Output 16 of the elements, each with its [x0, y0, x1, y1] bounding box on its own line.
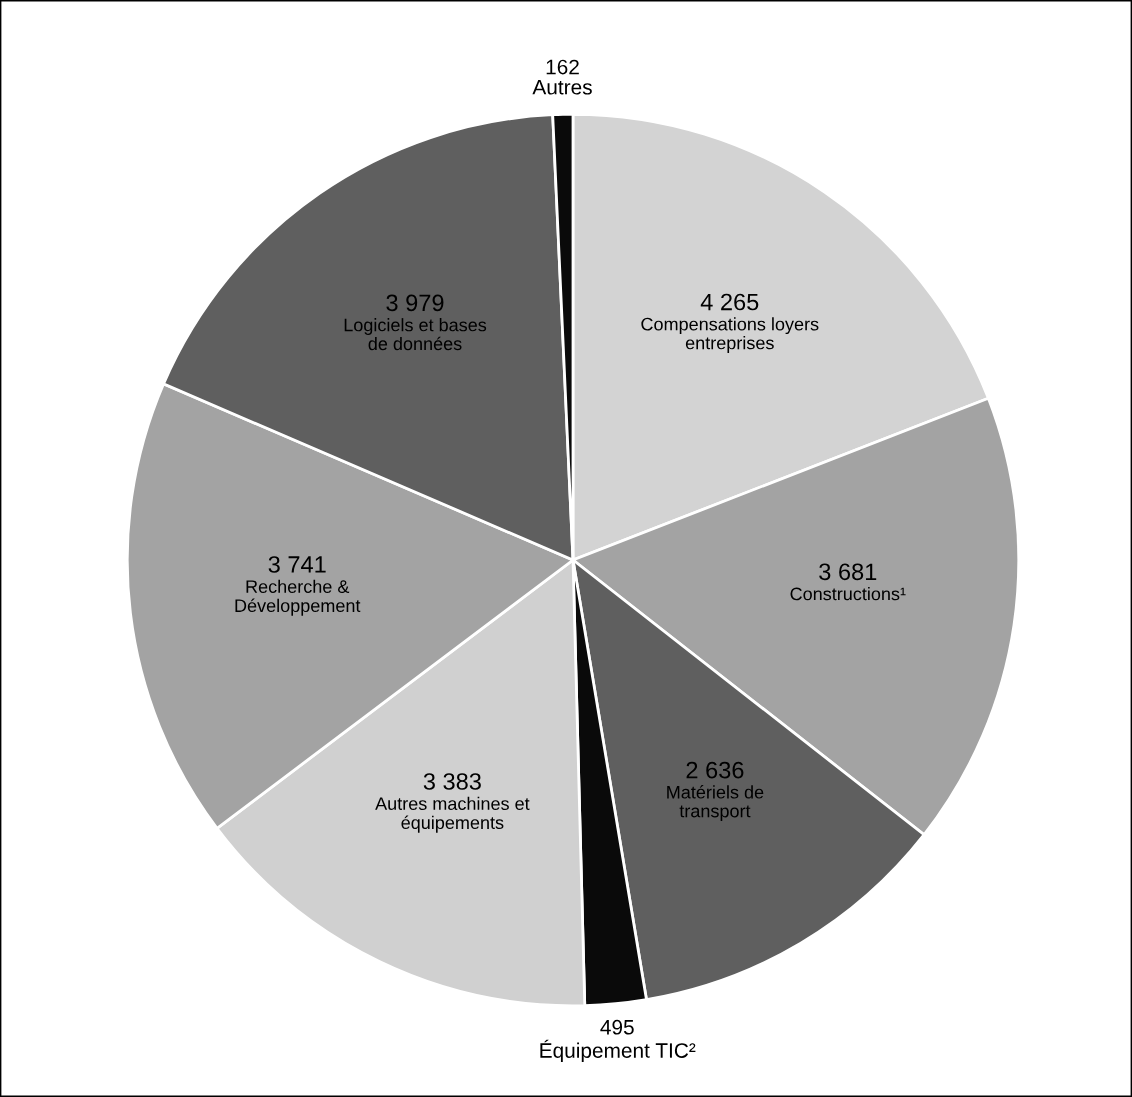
data-label: 162: [546, 59, 579, 75]
data-label: 495: [600, 1019, 634, 1035]
slice-label: Matériels de transport: [667, 785, 764, 821]
data-label: 3 383: [423, 773, 481, 790]
slice-label: Recherche & Développement: [235, 579, 361, 616]
slice-label: Constructions¹: [790, 587, 906, 601]
data-label: 4 265: [700, 293, 759, 311]
data-label: 3 681: [819, 563, 877, 581]
slice-label: Équipement TIC²: [540, 1039, 696, 1063]
slice-label: Autres machines et équipements: [375, 796, 530, 833]
slice-label: Logiciels et bases de données: [344, 318, 487, 351]
slice-label: Autres: [532, 80, 592, 95]
slice-label: Compensations loyers entreprises: [641, 317, 819, 353]
data-label: 2 636: [686, 761, 744, 779]
data-label: 3 741: [268, 556, 326, 573]
data-label: 3 979: [386, 294, 444, 312]
